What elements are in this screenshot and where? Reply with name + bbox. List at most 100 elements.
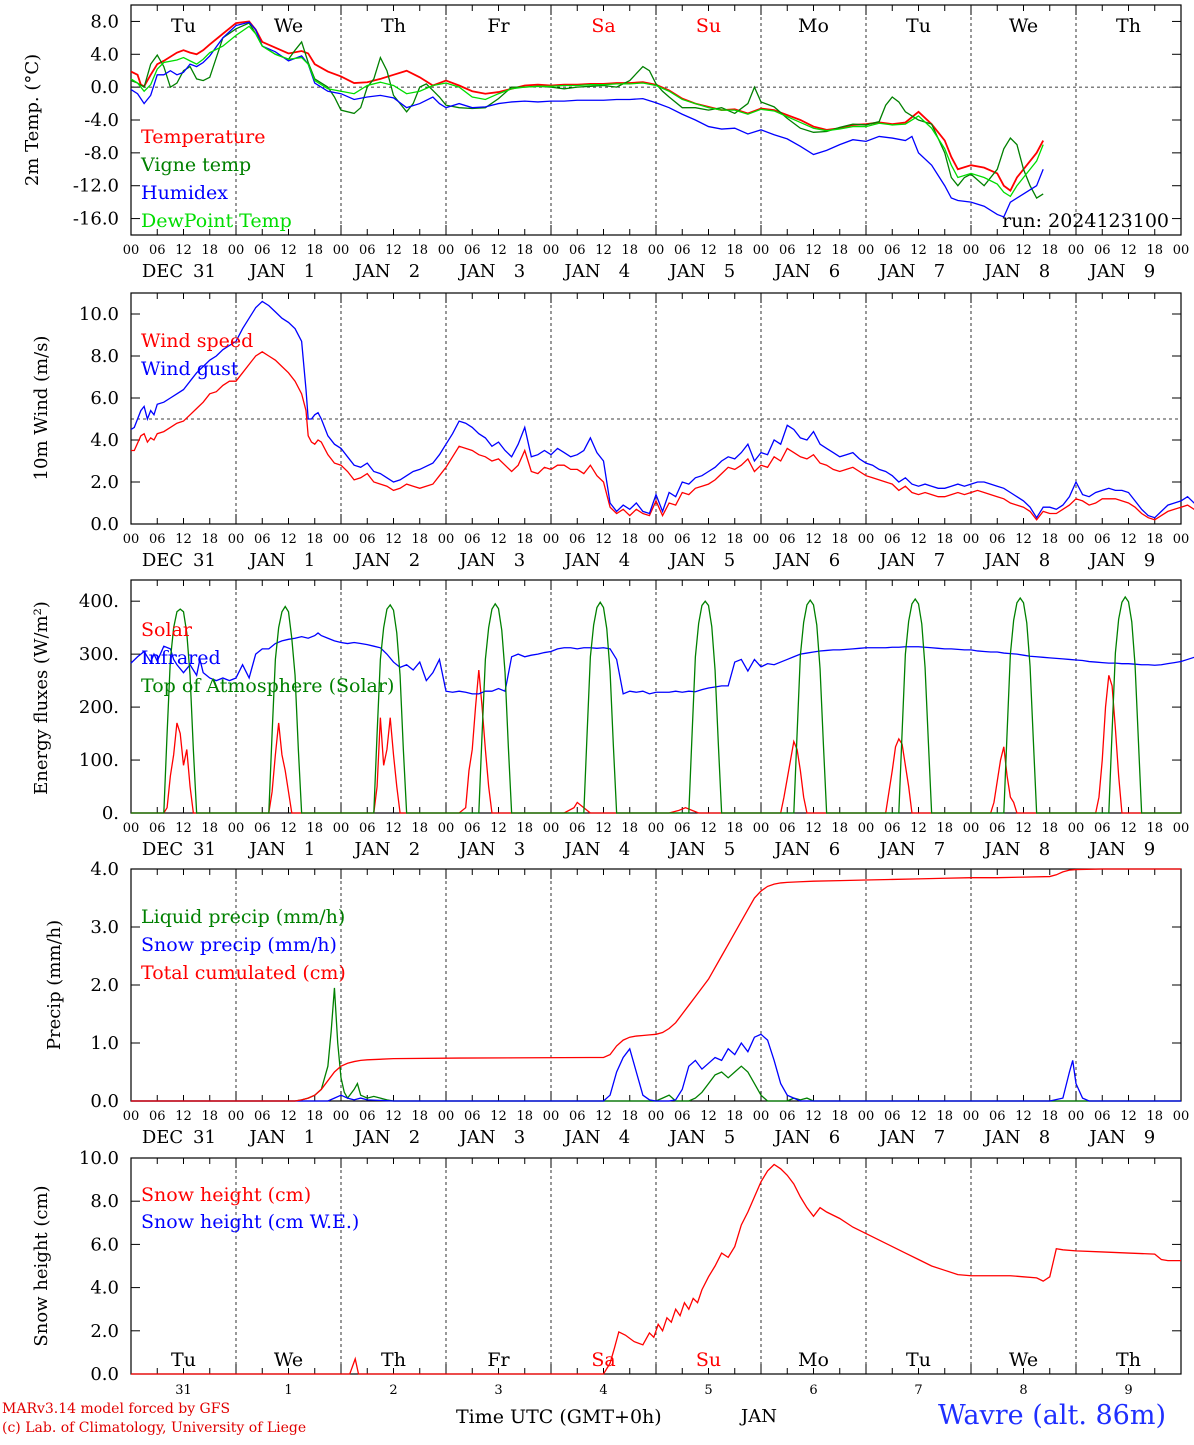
legend-entry: Humidex [141, 182, 228, 204]
x-date-label: JAN [248, 1127, 286, 1148]
x-day-number: 9 [1124, 1383, 1132, 1398]
x-date-label: 3 [514, 1127, 525, 1148]
x-hour-label: 00 [438, 821, 455, 836]
x-date-label: JAN [878, 1127, 916, 1148]
x-date-label: JAN [878, 550, 916, 571]
x-date-label: DEC [142, 261, 183, 282]
day-name: Tu [171, 15, 196, 37]
y-tick-label: 0. [102, 803, 119, 824]
x-date-label: 2 [409, 550, 420, 571]
x-day-number: 5 [704, 1383, 712, 1398]
x-date-label: 31 [193, 550, 216, 571]
x-hour-label: 06 [1094, 532, 1111, 547]
legend-entry: Snow height (cm) [141, 1184, 311, 1206]
x-hour-label: 12 [490, 532, 507, 547]
x-hour-label: 06 [149, 243, 166, 258]
x-hour-label: 12 [700, 243, 717, 258]
x-hour-label: 06 [464, 532, 481, 547]
x-hour-label: 12 [805, 1109, 822, 1124]
x-hour-label: 12 [385, 1109, 402, 1124]
legend-entry: Vigne temp [140, 154, 251, 176]
x-hour-label: 00 [438, 532, 455, 547]
x-date-label: JAN [458, 1127, 496, 1148]
x-hour-label: 18 [936, 821, 953, 836]
x-hour-label: 00 [753, 243, 770, 258]
series-line-top-of-atmosphere-solar [131, 595, 1181, 814]
x-hour-label: 18 [516, 243, 533, 258]
series-line-wind-speed [131, 351, 1194, 521]
x-hour-label: 12 [1120, 532, 1137, 547]
series-line-snow-precip-mm-h [131, 1033, 1181, 1102]
y-tick-label: 0.0 [90, 1364, 119, 1385]
day-name: Su [696, 1349, 721, 1371]
x-date-label: 7 [934, 550, 945, 571]
x-date-label: 31 [193, 1127, 216, 1148]
panel-wind [130, 292, 1194, 525]
x-hour-label: 06 [359, 1109, 376, 1124]
x-date-label: 3 [514, 550, 525, 571]
x-hour-label: 12 [1120, 1109, 1137, 1124]
x-date-label: 9 [1144, 550, 1155, 571]
x-hour-label: 00 [1068, 1109, 1085, 1124]
x-hour-label: 12 [1015, 1109, 1032, 1124]
panel-energy [130, 579, 1194, 814]
x-hour-label: 18 [1041, 1109, 1058, 1124]
y-axis-label: 2m Temp. (°C) [22, 54, 43, 186]
series-line-humidex [130, 21, 1044, 218]
x-hour-label: 12 [385, 821, 402, 836]
x-hour-label: 00 [1173, 532, 1190, 547]
x-date-label: 2 [409, 839, 420, 860]
x-hour-label: 00 [648, 821, 665, 836]
panel-precip [130, 868, 1182, 1102]
x-hour-label: 12 [700, 821, 717, 836]
x-hour-label: 18 [1041, 243, 1058, 258]
x-hour-label: 18 [831, 532, 848, 547]
x-hour-label: 12 [595, 532, 612, 547]
x-hour-label: 06 [989, 532, 1006, 547]
x-date-label: JAN [668, 261, 706, 282]
x-hour-label: 18 [936, 532, 953, 547]
x-hour-label: 12 [1015, 821, 1032, 836]
x-hour-label: 12 [280, 532, 297, 547]
x-hour-label: 06 [1094, 1109, 1111, 1124]
x-date-label: 6 [829, 261, 840, 282]
x-hour-label: 00 [333, 532, 350, 547]
series-line-infrared [130, 632, 1194, 695]
x-hour-label: 18 [726, 821, 743, 836]
x-date-label: JAN [878, 839, 916, 860]
x-date-label: 6 [829, 550, 840, 571]
x-hour-label: 06 [569, 821, 586, 836]
x-date-label: JAN [458, 839, 496, 860]
x-hour-label: 06 [674, 821, 691, 836]
x-hour-label: 06 [884, 1109, 901, 1124]
x-hour-label: 06 [254, 821, 271, 836]
x-hour-label: 12 [910, 243, 927, 258]
x-hour-label: 18 [201, 243, 218, 258]
day-name: Th [381, 15, 406, 37]
x-date-label: JAN [458, 550, 496, 571]
x-hour-label: 00 [648, 243, 665, 258]
x-hour-label: 12 [385, 243, 402, 258]
x-hour-label: 06 [989, 821, 1006, 836]
y-tick-label: 300. [79, 644, 119, 665]
x-hour-label: 06 [884, 243, 901, 258]
x-hour-label: 18 [1146, 821, 1163, 836]
x-day-number: 2 [389, 1383, 397, 1398]
x-hour-label: 06 [464, 243, 481, 258]
month-label: JAN [741, 1406, 777, 1427]
x-hour-label: 00 [648, 1109, 665, 1124]
x-hour-label: 18 [306, 821, 323, 836]
x-hour-label: 00 [543, 1109, 560, 1124]
x-hour-label: 00 [333, 243, 350, 258]
y-tick-label: 1.0 [90, 1033, 119, 1054]
x-date-label: 4 [619, 1127, 630, 1148]
x-hour-label: 12 [1015, 243, 1032, 258]
day-name: Tu [906, 1349, 931, 1371]
x-hour-label: 18 [621, 243, 638, 258]
x-date-label: JAN [353, 261, 391, 282]
x-date-label: JAN [563, 261, 601, 282]
y-tick-label: 8.0 [90, 1191, 119, 1212]
y-axis-label: 10m Wind (m/s) [31, 336, 52, 481]
x-hour-label: 18 [1146, 243, 1163, 258]
